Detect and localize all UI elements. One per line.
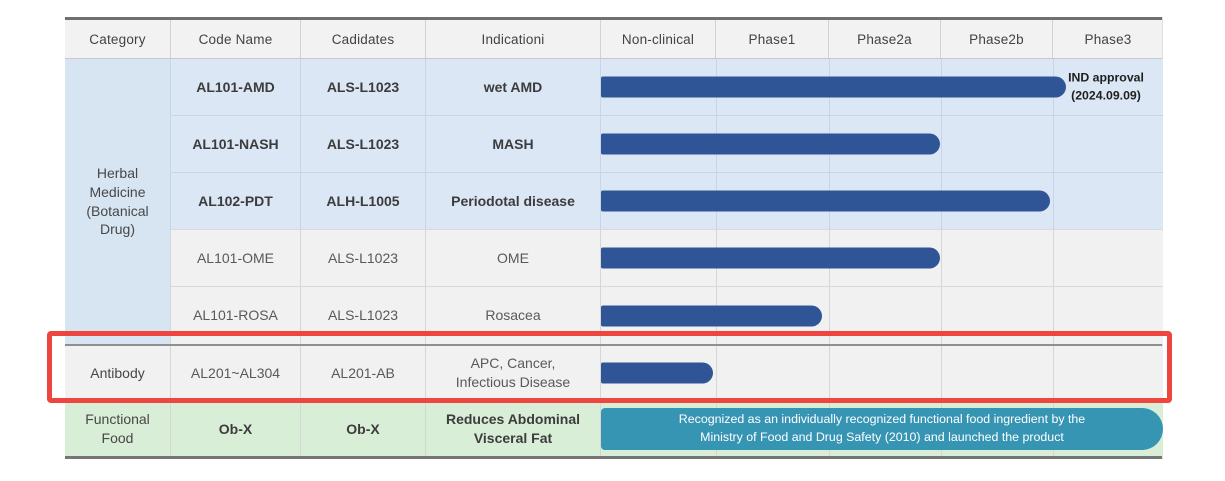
- candidate-cell: AL201-AB: [300, 346, 425, 400]
- candidate-cell: Ob-X: [300, 402, 425, 456]
- progress-bar: [601, 305, 823, 326]
- header-cell-phase3: Phase3: [1052, 20, 1163, 58]
- chart-row-functional-food: Recognized as an individually recognized…: [600, 402, 1163, 456]
- progress-bar: [601, 76, 1067, 98]
- group-antibody: Antibody AL201~AL304 AL201-AB APC, Cance…: [65, 344, 1163, 400]
- progress-bar: [601, 247, 941, 269]
- indication-cell: APC, Cancer, Infectious Disease: [425, 346, 600, 400]
- indication-cell: MASH: [425, 116, 600, 173]
- code-cell: AL101-ROSA: [170, 287, 300, 344]
- code-cell: AL201~AL304: [170, 346, 300, 400]
- header-cell-indication: Indicationi: [425, 20, 600, 58]
- chart-row-antibody: [600, 346, 1163, 400]
- category-cell-functional-food: Functional Food: [65, 402, 170, 456]
- progress-bar: [601, 133, 941, 155]
- indication-cell: Periodotal disease: [425, 173, 600, 230]
- header-cell-category: Category: [89, 31, 146, 47]
- header-cell-phase1: Phase1: [715, 20, 828, 58]
- header-cell-code-name: Code Name: [170, 20, 300, 58]
- indication-cell: wet AMD: [425, 59, 600, 116]
- candidate-cell: ALH-L1005: [300, 173, 425, 230]
- chart-row-wet-amd: IND approval (2024.09.09): [600, 59, 1163, 116]
- candidate-cell: ALS-L1023: [300, 230, 425, 287]
- indication-cell: Rosacea: [425, 287, 600, 344]
- candidate-cell: ALS-L1023: [300, 116, 425, 173]
- table: Category Code Name Cadidates Indicationi…: [65, 17, 1163, 459]
- code-cell: AL102-PDT: [170, 173, 300, 230]
- code-cell: AL101-OME: [170, 230, 300, 287]
- header-cell-phase2b: Phase2b: [940, 20, 1052, 58]
- code-cell: Ob-X: [170, 402, 300, 456]
- code-cell: AL101-AMD: [170, 59, 300, 116]
- header-cell-phase2a: Phase2a: [828, 20, 940, 58]
- group-herbal-medicine: Herbal Medicine (Botanical Drug) AL101-A…: [65, 59, 1163, 344]
- code-cell: AL101-NASH: [170, 116, 300, 173]
- pipeline-table: Category Code Name Cadidates Indicationi…: [47, 17, 1172, 459]
- category-cell-antibody: Antibody: [65, 346, 170, 400]
- indication-cell: Reduces Abdominal Visceral Fat: [425, 402, 600, 456]
- candidate-cell: ALS-L1023: [300, 59, 425, 116]
- approval-banner: Recognized as an individually recognized…: [601, 408, 1163, 450]
- category-cell-herbal-medicine: Herbal Medicine (Botanical Drug): [65, 59, 170, 344]
- candidate-cell: ALS-L1023: [300, 287, 425, 344]
- indication-cell: OME: [425, 230, 600, 287]
- header-cell-non-clinical: Non-clinical: [600, 20, 715, 58]
- chart-row-ome: [600, 230, 1163, 287]
- chart-row-mash: [600, 116, 1163, 173]
- table-header-row: Category Code Name Cadidates Indicationi…: [65, 17, 1162, 59]
- progress-bar: [601, 190, 1051, 212]
- chart-row-periodotal: [600, 173, 1163, 230]
- group-functional-food: Functional Food Ob-X Ob-X Reduces Abdomi…: [65, 400, 1163, 459]
- ind-approval-note: IND approval (2024.09.09): [1068, 70, 1144, 103]
- phase-gridlines: [601, 346, 1163, 400]
- chart-row-rosacea: [600, 287, 1163, 344]
- header-cell-candidates: Cadidates: [300, 20, 425, 58]
- progress-bar: [601, 362, 713, 384]
